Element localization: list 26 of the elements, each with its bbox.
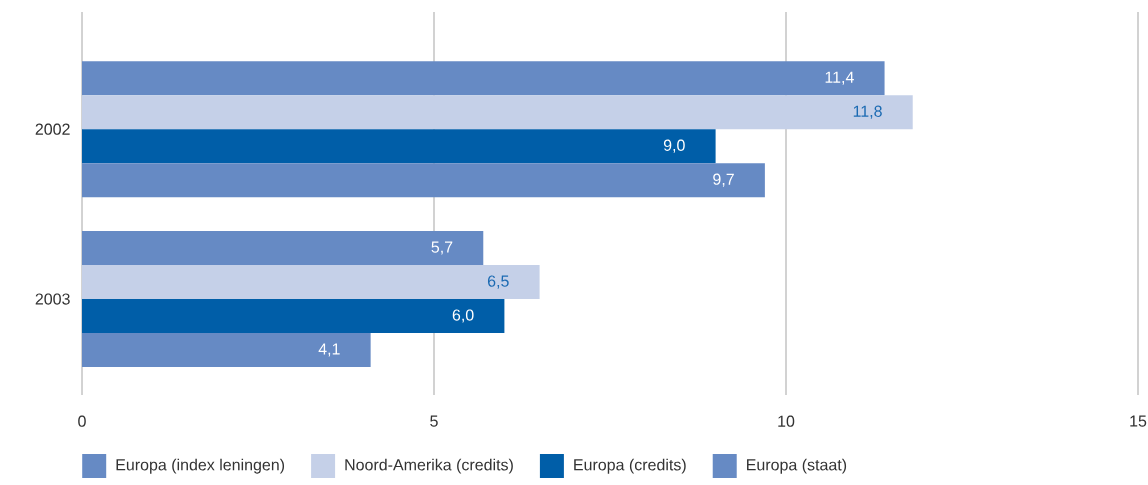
data-label: 4,1 <box>318 343 340 357</box>
data-label: 11,8 <box>853 105 882 119</box>
x-tick-label: 15 <box>1130 415 1147 427</box>
y-tick-label: 2003 <box>35 293 70 305</box>
bar <box>82 333 371 367</box>
bar <box>82 95 913 130</box>
legend-label: Europa (credits) <box>574 458 686 474</box>
data-label: 11,4 <box>825 71 854 85</box>
bar <box>82 265 540 300</box>
x-tick-label: 0 <box>78 415 86 427</box>
data-label: 9,7 <box>713 173 734 187</box>
bar <box>82 129 716 164</box>
legend-label: Noord-Amerika (credits) <box>345 458 513 474</box>
bar <box>82 231 484 266</box>
x-tick-label: 5 <box>430 415 438 427</box>
y-tick-label: 2002 <box>35 123 70 135</box>
legend-label: Europa (index leningen) <box>116 458 285 474</box>
bar <box>82 163 765 198</box>
x-tick-label: 10 <box>778 415 795 427</box>
data-label: 6,5 <box>487 275 509 289</box>
bar <box>82 61 885 96</box>
legend-label: Europa (staat) <box>747 458 847 474</box>
bar <box>82 299 505 334</box>
data-label: 6,0 <box>452 309 474 323</box>
data-label: 9,0 <box>663 139 685 153</box>
data-label: 5,7 <box>431 241 453 255</box>
